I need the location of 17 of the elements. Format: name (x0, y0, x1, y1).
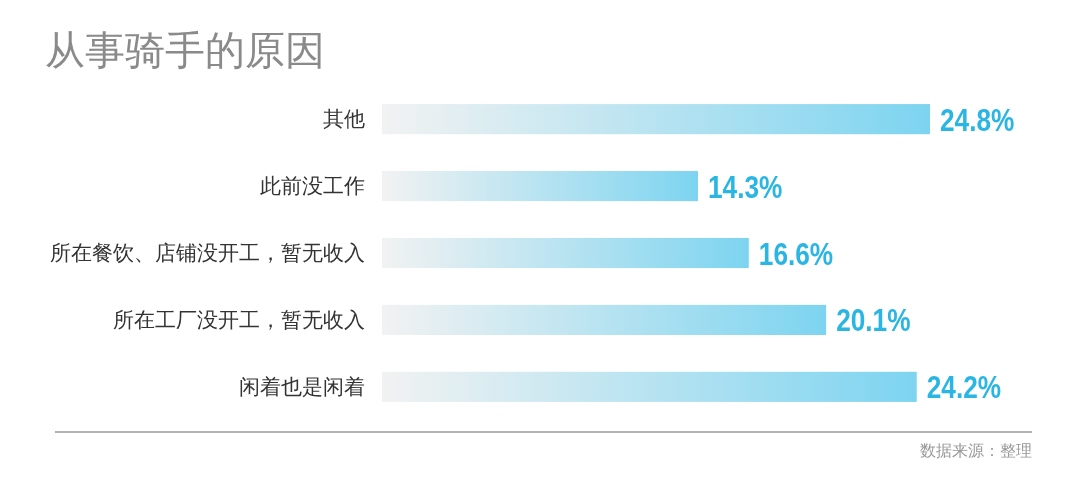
bar (382, 104, 930, 135)
y-tick-label: 其他 (323, 107, 365, 132)
y-tick-label: 所在工厂没开工，暂无收入 (113, 308, 365, 333)
bar (382, 171, 698, 202)
data-label: 16.6% (758, 236, 834, 272)
bar (382, 371, 917, 402)
data-label: 24.8% (940, 102, 1015, 138)
data-label: 14.3% (707, 169, 783, 205)
y-tick-label: 闲着也是闲着 (239, 375, 365, 400)
chart-title: 从事骑手的原因 (45, 27, 325, 73)
source-note: 数据来源：整理 (920, 441, 1032, 460)
y-tick-label: 此前没工作 (260, 174, 365, 199)
bar (382, 237, 749, 269)
y-tick-label: 所在餐饮、店铺没开工，暂无收入 (50, 241, 365, 266)
data-label: 20.1% (836, 303, 911, 339)
data-label: 24.2% (926, 369, 1002, 405)
bar (382, 304, 827, 335)
